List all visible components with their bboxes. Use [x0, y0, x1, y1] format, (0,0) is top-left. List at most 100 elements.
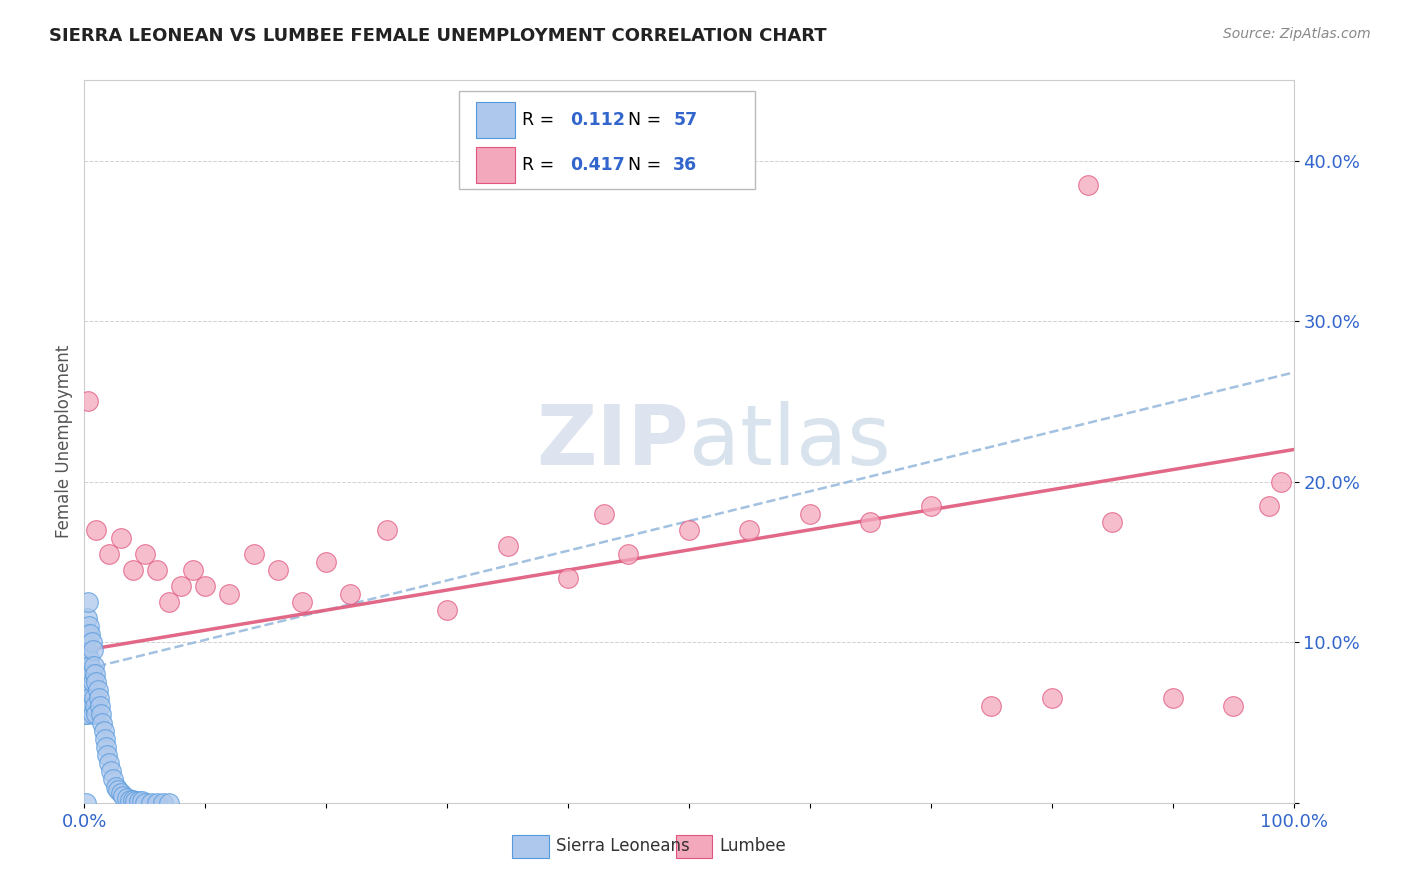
Point: [110, 531, 132, 545]
Point: [93, 723, 115, 738]
Point: [82, 675, 104, 690]
Point: [104, 780, 127, 794]
Point: [170, 579, 193, 593]
Point: [77, 627, 100, 641]
Point: [83, 659, 105, 673]
Point: [617, 547, 640, 561]
FancyBboxPatch shape: [477, 103, 515, 138]
Point: [1161, 691, 1184, 706]
Point: [97, 756, 120, 770]
Text: N =: N =: [628, 111, 668, 129]
Point: [83, 691, 105, 706]
Point: [77, 595, 100, 609]
Point: [76, 707, 98, 722]
Point: [79, 659, 101, 673]
Point: [799, 507, 821, 521]
Point: [80, 699, 103, 714]
Text: R =: R =: [522, 111, 560, 129]
Text: 0.112: 0.112: [571, 111, 626, 129]
Point: [218, 587, 240, 601]
Point: [84, 699, 107, 714]
Point: [131, 794, 153, 808]
Point: [82, 643, 104, 657]
Point: [82, 707, 104, 722]
Point: [75, 707, 97, 722]
Point: [86, 523, 108, 537]
Point: [86, 707, 108, 722]
Text: R =: R =: [522, 156, 560, 174]
Point: [157, 595, 180, 609]
Point: [84, 667, 107, 681]
FancyBboxPatch shape: [512, 835, 548, 858]
Point: [557, 571, 579, 585]
Point: [94, 731, 117, 746]
Point: [77, 683, 100, 698]
Point: [91, 715, 114, 730]
Point: [267, 563, 290, 577]
Point: [120, 792, 142, 806]
Point: [1258, 499, 1281, 513]
Point: [80, 635, 103, 649]
Point: [139, 796, 162, 810]
Point: [291, 595, 314, 609]
Point: [77, 651, 100, 665]
Point: [593, 507, 616, 521]
Text: Sierra Leoneans: Sierra Leoneans: [555, 838, 690, 855]
Point: [112, 789, 135, 804]
Point: [94, 739, 117, 754]
Text: ZIP: ZIP: [537, 401, 689, 482]
Text: atlas: atlas: [689, 401, 890, 482]
Point: [1077, 178, 1099, 192]
Point: [77, 619, 100, 633]
Point: [76, 675, 98, 690]
Point: [80, 667, 103, 681]
Point: [90, 707, 112, 722]
Point: [97, 547, 120, 561]
Point: [194, 579, 217, 593]
FancyBboxPatch shape: [676, 835, 711, 858]
Text: 0.417: 0.417: [571, 156, 626, 174]
Point: [107, 783, 129, 797]
Point: [86, 683, 108, 698]
Point: [157, 796, 180, 810]
Point: [79, 627, 101, 641]
Text: N =: N =: [628, 156, 668, 174]
Point: [77, 394, 100, 409]
Point: [77, 691, 100, 706]
Point: [86, 675, 108, 690]
Text: 57: 57: [673, 111, 697, 129]
Y-axis label: Female Unemployment: Female Unemployment: [55, 345, 73, 538]
Point: [1270, 475, 1292, 489]
Point: [121, 792, 143, 806]
Text: Lumbee: Lumbee: [720, 838, 786, 855]
Point: [496, 539, 519, 553]
Point: [315, 555, 337, 569]
Point: [678, 523, 700, 537]
Point: [75, 643, 97, 657]
FancyBboxPatch shape: [477, 147, 515, 183]
Point: [76, 643, 98, 657]
Text: SIERRA LEONEAN VS LUMBEE FEMALE UNEMPLOYMENT CORRELATION CHART: SIERRA LEONEAN VS LUMBEE FEMALE UNEMPLOY…: [49, 27, 827, 45]
Point: [339, 587, 361, 601]
Point: [152, 796, 174, 810]
Point: [375, 523, 398, 537]
Text: 36: 36: [673, 156, 697, 174]
Point: [121, 563, 143, 577]
Point: [1222, 699, 1244, 714]
Point: [859, 515, 882, 529]
Point: [77, 659, 100, 673]
Point: [103, 772, 125, 786]
Point: [920, 499, 942, 513]
Point: [115, 791, 138, 805]
FancyBboxPatch shape: [460, 91, 755, 189]
Text: Source: ZipAtlas.com: Source: ZipAtlas.com: [1223, 27, 1371, 41]
Point: [181, 563, 204, 577]
Point: [110, 786, 132, 800]
Point: [146, 796, 169, 810]
Point: [79, 691, 101, 706]
Point: [87, 691, 110, 706]
Point: [76, 611, 98, 625]
Point: [96, 747, 118, 762]
Point: [436, 603, 458, 617]
Point: [980, 699, 1002, 714]
